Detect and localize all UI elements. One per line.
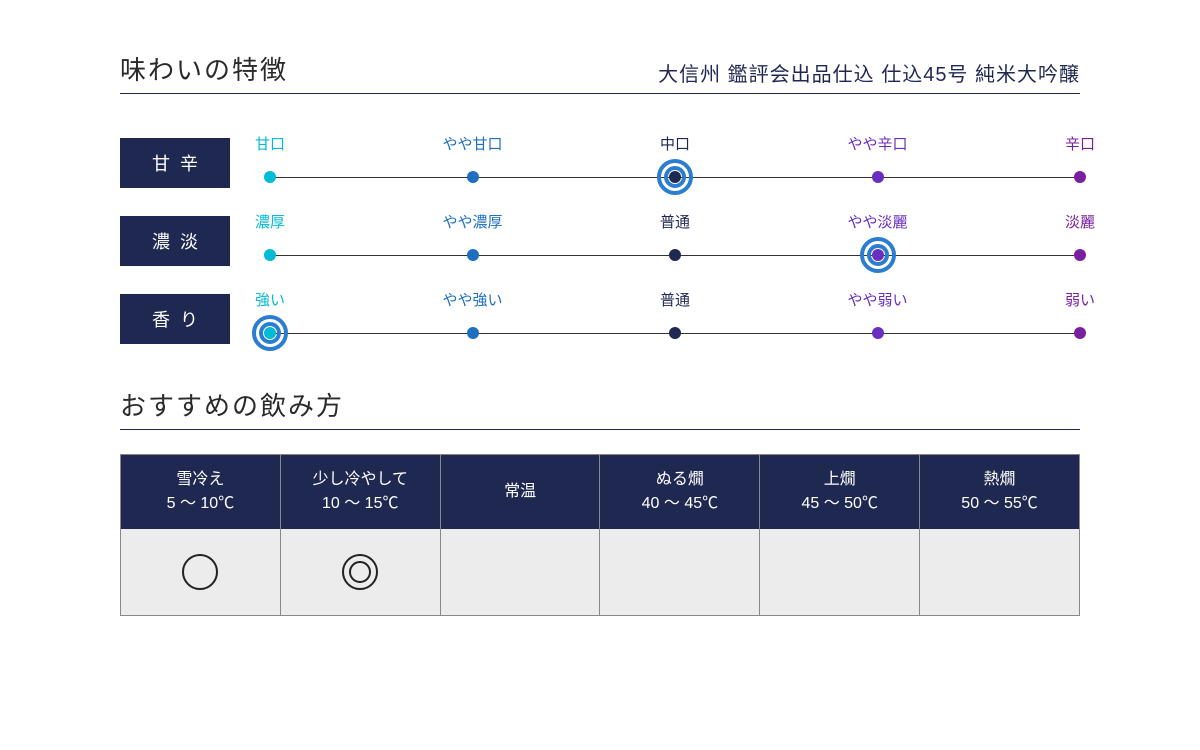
temp-range: 40 ～ 45℃ xyxy=(642,492,719,516)
scale-point-label: やや弱い xyxy=(847,289,907,310)
temp-body xyxy=(441,529,600,615)
scale-point-label: やや強い xyxy=(442,289,502,310)
temp-name: ぬる燗 xyxy=(656,468,704,492)
temp-body xyxy=(600,529,759,615)
scale-dot-icon xyxy=(1074,171,1086,183)
mark-double-icon xyxy=(342,554,378,590)
scale-point-label: 普通 xyxy=(660,289,690,310)
temp-header: 常温 xyxy=(441,455,600,529)
selection-ring-inner-icon xyxy=(259,322,281,344)
scale-track: 甘口やや甘口中口やや辛口辛口 xyxy=(270,133,1080,193)
scale-label: 濃淡 xyxy=(120,216,230,266)
temp-header: 熱燗50 ～ 55℃ xyxy=(920,455,1079,529)
temp-body xyxy=(281,529,440,615)
scale-dot-icon xyxy=(669,249,681,261)
selection-ring-inner-icon xyxy=(664,166,686,188)
taste-scales: 甘辛甘口やや甘口中口やや辛口辛口濃淡濃厚やや濃厚普通やや淡麗淡麗香り強いやや強い… xyxy=(120,124,1080,358)
scale-dot-icon xyxy=(467,249,479,261)
temperature-table: 雪冷え5 ～ 10℃少し冷やして10 ～ 15℃常温ぬる燗40 ～ 45℃上燗4… xyxy=(120,454,1080,616)
scale-dot-icon xyxy=(264,249,276,261)
scale-row: 甘辛甘口やや甘口中口やや辛口辛口 xyxy=(120,124,1080,202)
scale-point-label: 中口 xyxy=(660,133,690,154)
temp-header: 雪冷え5 ～ 10℃ xyxy=(121,455,280,529)
temp-column: ぬる燗40 ～ 45℃ xyxy=(600,455,760,615)
temp-column: 常温 xyxy=(441,455,601,615)
temp-header: ぬる燗40 ～ 45℃ xyxy=(600,455,759,529)
temp-name: 雪冷え xyxy=(176,468,224,492)
temperature-title: おすすめの飲み方 xyxy=(120,386,1080,430)
temp-range: 45 ～ 50℃ xyxy=(801,492,878,516)
scale-point-label: やや辛口 xyxy=(847,133,907,154)
scale-point-label: 強い xyxy=(255,289,285,310)
scale-dot-icon xyxy=(264,171,276,183)
scale-point-label: 淡麗 xyxy=(1065,211,1095,232)
scale-dot-icon xyxy=(872,327,884,339)
temp-name: 熱燗 xyxy=(984,468,1016,492)
scale-point-label: 弱い xyxy=(1065,289,1095,310)
temp-column: 雪冷え5 ～ 10℃ xyxy=(121,455,281,615)
scale-track: 強いやや強い普通やや弱い弱い xyxy=(270,289,1080,349)
scale-dot-icon xyxy=(467,327,479,339)
temp-header: 上燗45 ～ 50℃ xyxy=(760,455,919,529)
scale-point-label: やや淡麗 xyxy=(847,211,907,232)
scale-dot-icon xyxy=(1074,249,1086,261)
mark-single-icon xyxy=(182,554,218,590)
scale-point-label: 普通 xyxy=(660,211,690,232)
scale-dot-icon xyxy=(467,171,479,183)
scale-row: 香り強いやや強い普通やや弱い弱い xyxy=(120,280,1080,358)
temp-header: 少し冷やして10 ～ 15℃ xyxy=(281,455,440,529)
header-row: 味わいの特徴 大信州 鑑評会出品仕込 仕込45号 純米大吟醸 xyxy=(120,50,1080,94)
scale-dot-icon xyxy=(669,327,681,339)
section-title: 味わいの特徴 xyxy=(120,50,288,87)
scale-point-label: やや濃厚 xyxy=(442,211,502,232)
scale-label: 甘辛 xyxy=(120,138,230,188)
temp-body xyxy=(760,529,919,615)
temp-column: 上燗45 ～ 50℃ xyxy=(760,455,920,615)
temp-body xyxy=(920,529,1079,615)
scale-label: 香り xyxy=(120,294,230,344)
temp-name: 常温 xyxy=(504,480,536,504)
product-name: 大信州 鑑評会出品仕込 仕込45号 純米大吟醸 xyxy=(658,58,1080,87)
scale-point-label: 甘口 xyxy=(255,133,285,154)
temp-column: 熱燗50 ～ 55℃ xyxy=(920,455,1079,615)
scale-dot-icon xyxy=(1074,327,1086,339)
scale-point-label: 濃厚 xyxy=(255,211,285,232)
temp-range: 10 ～ 15℃ xyxy=(322,492,399,516)
scale-point-label: 辛口 xyxy=(1065,133,1095,154)
scale-track: 濃厚やや濃厚普通やや淡麗淡麗 xyxy=(270,211,1080,271)
temp-body xyxy=(121,529,280,615)
temp-column: 少し冷やして10 ～ 15℃ xyxy=(281,455,441,615)
temp-range: 50 ～ 55℃ xyxy=(961,492,1038,516)
scale-point-label: やや甘口 xyxy=(442,133,502,154)
temp-name: 上燗 xyxy=(824,468,856,492)
temp-name: 少し冷やして xyxy=(312,468,408,492)
scale-row: 濃淡濃厚やや濃厚普通やや淡麗淡麗 xyxy=(120,202,1080,280)
scale-dot-icon xyxy=(872,171,884,183)
temp-range: 5 ～ 10℃ xyxy=(167,492,235,516)
selection-ring-inner-icon xyxy=(867,244,889,266)
